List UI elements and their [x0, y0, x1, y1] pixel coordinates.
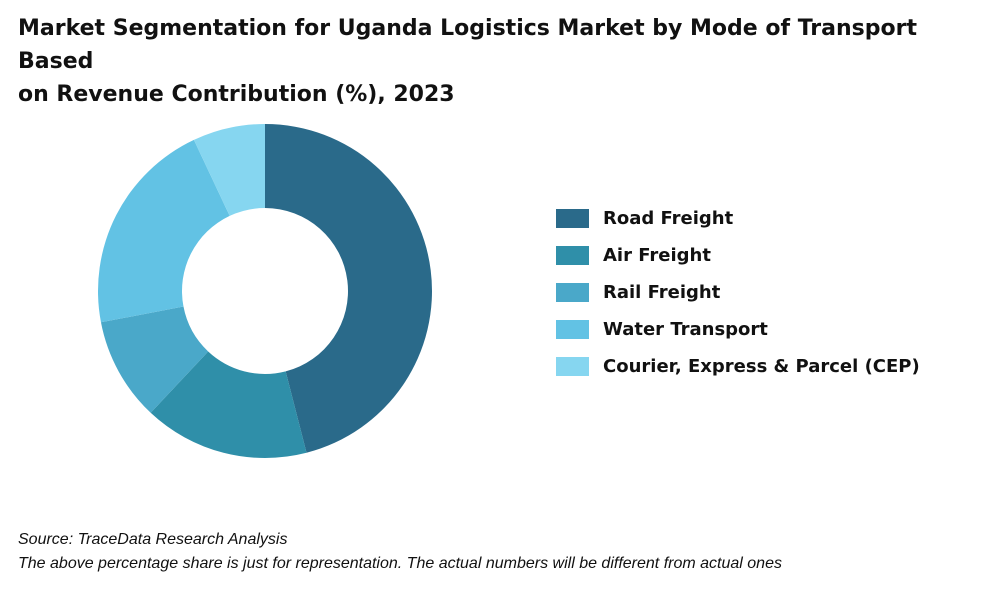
- legend-label: Courier, Express & Parcel (CEP): [603, 356, 920, 377]
- legend-label: Road Freight: [603, 208, 734, 229]
- donut-slice-water-transport: [97, 139, 230, 323]
- legend-item: Courier, Express & Parcel (CEP): [556, 348, 920, 385]
- legend-swatch: [556, 246, 589, 265]
- donut-slice-air-freight: [150, 351, 307, 458]
- legend-label: Rail Freight: [603, 282, 721, 303]
- legend-item: Road Freight: [556, 200, 920, 237]
- disclaimer-note: The above percentage share is just for r…: [18, 555, 782, 572]
- chart-title: Market Segmentation for Uganda Logistics…: [18, 12, 978, 111]
- source-note: Source: TraceData Research Analysis: [18, 531, 288, 548]
- legend-swatch: [556, 283, 589, 302]
- legend-swatch: [556, 209, 589, 228]
- chart-footer: Source: TraceData Research Analysis The …: [18, 528, 782, 576]
- chart-title-line-2: on Revenue Contribution (%), 2023: [18, 82, 455, 107]
- donut-slice-rail-freight: [100, 306, 209, 413]
- legend-swatch: [556, 320, 589, 339]
- legend-item: Air Freight: [556, 237, 920, 274]
- legend-item: Rail Freight: [556, 274, 920, 311]
- legend-item: Water Transport: [556, 311, 920, 348]
- chart-title-line-1: Market Segmentation for Uganda Logistics…: [18, 16, 917, 74]
- chart-legend: Road Freight Air Freight Rail Freight Water…: [556, 200, 920, 385]
- donut-slice-road-freight: [265, 124, 433, 453]
- legend-swatch: [556, 357, 589, 376]
- donut-slice-courier-express-parcel-cep: [193, 124, 265, 216]
- legend-label: Air Freight: [603, 245, 711, 266]
- legend-label: Water Transport: [603, 319, 768, 340]
